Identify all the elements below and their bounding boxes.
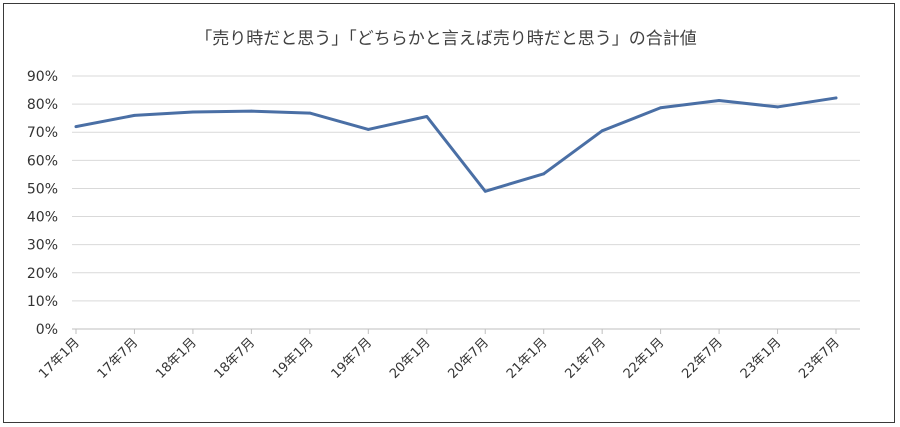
data-point bbox=[74, 125, 78, 128]
y-tick-label: 20% bbox=[27, 266, 58, 282]
x-tick-label: 22年1月 bbox=[621, 335, 668, 382]
data-point bbox=[600, 129, 604, 133]
data-point bbox=[133, 113, 136, 117]
x-tick-label: 21年7月 bbox=[562, 335, 609, 382]
data-point bbox=[249, 109, 253, 113]
data-point bbox=[542, 172, 546, 176]
series-line bbox=[74, 96, 838, 193]
y-tick-label: 0% bbox=[36, 322, 58, 338]
x-tick-label: 18年7月 bbox=[212, 335, 259, 382]
data-point bbox=[717, 99, 721, 102]
data-point bbox=[483, 189, 487, 193]
y-tick-label: 70% bbox=[27, 125, 58, 141]
data-point bbox=[308, 111, 312, 115]
y-tick-label: 40% bbox=[27, 210, 58, 226]
x-tick-label: 17年1月 bbox=[36, 335, 83, 382]
data-point bbox=[366, 128, 370, 131]
x-tick-label: 17年7月 bbox=[95, 335, 142, 382]
x-tick-label: 23年7月 bbox=[796, 335, 843, 382]
x-axis: 17年1月 17年7月 18年1月 18年7月 19年1月 19年7月 20年1月 20年7月… bbox=[36, 328, 860, 382]
y-tick-label: 10% bbox=[27, 294, 58, 310]
data-point bbox=[191, 110, 195, 114]
gridlines bbox=[72, 75, 860, 302]
chart-frame bbox=[3, 3, 895, 423]
series-layer bbox=[74, 96, 838, 193]
x-tick-label: 20年7月 bbox=[446, 335, 493, 382]
x-tick-label: 20年1月 bbox=[387, 335, 434, 382]
y-tick-label: 60% bbox=[27, 153, 58, 169]
x-tick-label: 19年1月 bbox=[270, 335, 317, 382]
data-point bbox=[425, 115, 429, 118]
y-tick-label: 80% bbox=[27, 97, 58, 113]
data-point bbox=[659, 106, 663, 110]
x-tick-label: 19年7月 bbox=[329, 335, 376, 382]
y-tick-label: 50% bbox=[27, 181, 58, 197]
y-tick-label: 90% bbox=[27, 69, 58, 85]
x-tick-label: 18年1月 bbox=[153, 335, 200, 382]
y-tick-label: 30% bbox=[27, 238, 58, 254]
data-point bbox=[834, 96, 838, 100]
y-axis: 0% 10% 20% 30% 40% 50% 60% 70% 80% 90% bbox=[27, 69, 58, 338]
x-tick-label: 23年1月 bbox=[738, 335, 785, 382]
chart-title: 「売り時だと思う」「どちらかと言えば売り時だと思う」の合計値 bbox=[195, 29, 697, 49]
x-tick-label: 21年1月 bbox=[504, 335, 551, 382]
x-tick-label: 22年7月 bbox=[679, 335, 726, 382]
data-point bbox=[776, 105, 779, 109]
